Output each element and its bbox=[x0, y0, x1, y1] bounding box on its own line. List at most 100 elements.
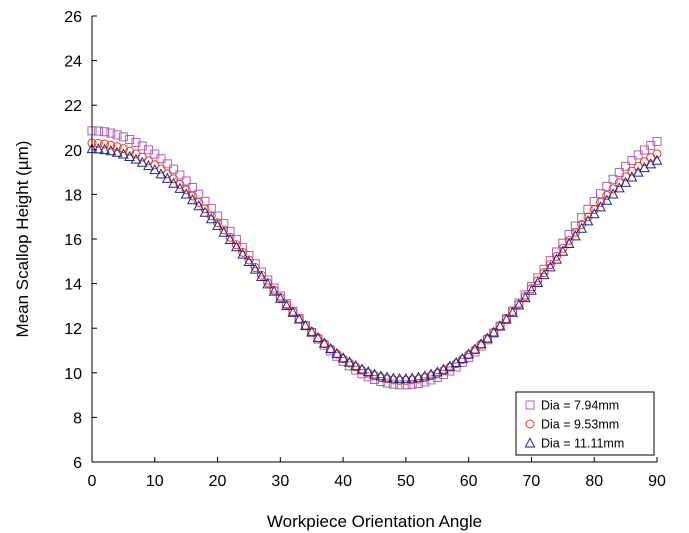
data-point-triangle bbox=[626, 171, 638, 182]
data-point-triangle bbox=[312, 331, 324, 343]
series-square bbox=[87, 126, 662, 390]
data-point-triangle bbox=[557, 245, 569, 256]
data-point-square bbox=[125, 135, 135, 145]
data-point-triangle bbox=[551, 253, 562, 264]
y-tick-label: 16 bbox=[64, 232, 82, 249]
y-tick-label: 12 bbox=[64, 321, 82, 338]
data-point-circle bbox=[100, 139, 110, 149]
data-point-circle bbox=[231, 240, 241, 250]
data-point-triangle bbox=[205, 213, 217, 224]
data-point-square bbox=[539, 264, 549, 274]
y-tick-label: 20 bbox=[64, 143, 82, 160]
plot-area bbox=[86, 126, 663, 390]
data-point-square bbox=[162, 159, 172, 169]
data-point-circle bbox=[407, 375, 417, 385]
data-point-triangle bbox=[105, 145, 117, 156]
x-tick-label: 60 bbox=[460, 473, 478, 490]
data-point-triangle bbox=[92, 143, 104, 154]
data-point-triangle bbox=[331, 347, 343, 358]
data-point-square bbox=[633, 150, 643, 160]
data-point-circle bbox=[112, 142, 122, 152]
data-point-triangle bbox=[651, 154, 663, 165]
data-point-triangle bbox=[413, 371, 424, 382]
data-point-triangle bbox=[174, 182, 186, 193]
data-point-circle bbox=[608, 184, 618, 194]
data-point-square bbox=[357, 369, 367, 379]
data-point-circle bbox=[144, 156, 153, 166]
data-point-triangle bbox=[582, 215, 594, 226]
data-point-square bbox=[407, 379, 417, 389]
data-point-triangle bbox=[249, 263, 261, 274]
data-point-square bbox=[652, 137, 662, 147]
data-point-triangle bbox=[563, 237, 575, 248]
data-point-square bbox=[545, 256, 555, 266]
data-point-triangle bbox=[124, 150, 136, 161]
y-tick-label: 26 bbox=[64, 9, 82, 26]
legend-label: Dia = 9.53mm bbox=[541, 418, 619, 432]
data-point-square bbox=[420, 377, 430, 387]
data-point-triangle bbox=[343, 356, 355, 367]
data-point-triangle bbox=[168, 177, 180, 188]
y-tick-label: 8 bbox=[73, 410, 82, 427]
data-point-triangle bbox=[419, 370, 431, 381]
legend-box bbox=[515, 391, 655, 456]
data-point-circle bbox=[596, 197, 605, 207]
data-point-circle bbox=[464, 350, 474, 360]
data-point-square bbox=[602, 181, 612, 191]
data-point-triangle bbox=[350, 360, 362, 371]
data-point-triangle bbox=[243, 255, 255, 267]
data-point-triangle bbox=[256, 270, 267, 281]
data-point-triangle bbox=[588, 208, 600, 219]
data-point-circle bbox=[388, 375, 398, 385]
data-point-square bbox=[93, 126, 103, 136]
data-point-triangle bbox=[187, 194, 198, 205]
data-point-circle bbox=[238, 247, 248, 257]
data-point-triangle bbox=[130, 153, 142, 164]
data-point-triangle bbox=[199, 206, 211, 217]
data-point-triangle bbox=[400, 372, 412, 384]
data-point-triangle bbox=[143, 159, 154, 171]
data-point-triangle bbox=[406, 372, 418, 383]
data-point-circle bbox=[332, 349, 342, 359]
data-point-circle bbox=[652, 149, 662, 159]
data-point-triangle bbox=[155, 168, 167, 179]
data-point-triangle bbox=[387, 372, 399, 383]
legend-label: Dia = 11.11mm bbox=[541, 437, 624, 451]
data-point-triangle bbox=[149, 163, 161, 175]
data-point-circle bbox=[175, 179, 185, 189]
x-tick-label: 40 bbox=[334, 473, 352, 490]
data-point-triangle bbox=[300, 319, 311, 331]
data-point-triangle bbox=[318, 337, 330, 348]
x-tick-label: 50 bbox=[397, 473, 415, 490]
data-point-square bbox=[112, 130, 122, 140]
data-point-square bbox=[577, 213, 587, 223]
data-point-circle bbox=[200, 204, 210, 214]
y-tick-label: 10 bbox=[64, 366, 82, 383]
data-point-square bbox=[206, 203, 216, 213]
legend-label: Dia = 7.94mm bbox=[541, 399, 619, 413]
legend-marker-circle bbox=[525, 419, 535, 429]
data-point-circle bbox=[451, 359, 461, 369]
data-point-square bbox=[401, 380, 411, 390]
data-point-triangle bbox=[620, 176, 632, 187]
data-point-triangle bbox=[281, 299, 293, 310]
data-point-circle bbox=[602, 191, 612, 201]
y-tick-label: 22 bbox=[64, 98, 82, 115]
data-point-square bbox=[432, 372, 442, 382]
data-point-triangle bbox=[237, 248, 249, 259]
data-point-triangle bbox=[325, 342, 336, 353]
data-point-triangle bbox=[482, 332, 493, 343]
x-tick-label: 0 bbox=[88, 473, 97, 490]
data-point-circle bbox=[225, 232, 235, 242]
x-tick-label: 90 bbox=[648, 473, 666, 490]
data-point-triangle bbox=[538, 269, 550, 280]
data-point-triangle bbox=[180, 188, 192, 199]
data-point-circle bbox=[545, 260, 555, 270]
data-point-circle bbox=[558, 243, 568, 253]
data-point-square bbox=[596, 189, 605, 199]
data-point-triangle bbox=[601, 194, 613, 205]
data-point-triangle bbox=[212, 219, 223, 230]
series-triangle bbox=[86, 143, 663, 384]
data-point-square bbox=[106, 128, 116, 138]
x-tick-label: 80 bbox=[585, 473, 603, 490]
